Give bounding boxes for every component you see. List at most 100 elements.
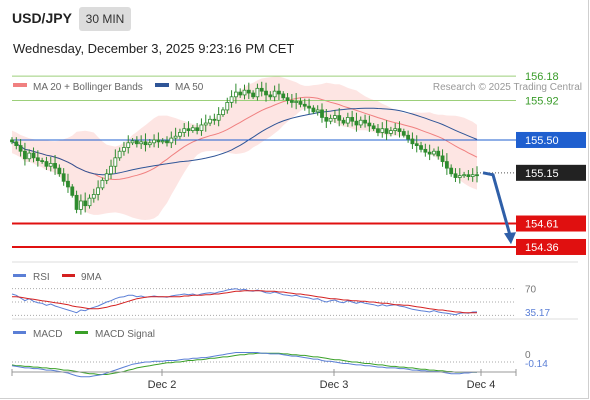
candle-body: [414, 143, 419, 147]
rsi-tick-label: 70: [525, 285, 537, 296]
candle-body: [113, 157, 118, 167]
legend-label-macd: MACD: [33, 329, 62, 340]
candle-body: [363, 119, 367, 124]
candle-body: [470, 174, 475, 177]
resistance-label: 156.18: [525, 71, 559, 83]
candle-body: [475, 174, 479, 177]
candles-group: [10, 81, 479, 215]
legend-label-ma20: MA 20 + Bollinger Bands: [33, 82, 143, 93]
candle-body: [147, 142, 152, 146]
candle-body: [324, 117, 329, 122]
rsi-ma-line: [12, 290, 477, 314]
candle-body: [182, 128, 187, 133]
candle-body: [134, 140, 139, 145]
candle-body: [337, 115, 342, 121]
candle-body: [453, 173, 458, 178]
candle-body: [57, 167, 62, 175]
candle-body: [401, 131, 406, 136]
candle-body: [289, 100, 294, 103]
legend-swatch-ma50: [155, 83, 169, 87]
legend-swatch-ma20: [13, 83, 27, 87]
pivot-label: 155.50: [525, 135, 559, 147]
macd-line: [11, 352, 477, 378]
candle-body: [44, 161, 49, 167]
candle-body: [233, 91, 238, 98]
candle-body: [457, 175, 462, 178]
candle-body: [40, 160, 45, 163]
macd-signal-line: [11, 352, 477, 375]
candle-body: [66, 180, 70, 188]
candle-body: [466, 174, 471, 177]
candle-body: [199, 124, 204, 131]
candle-body: [104, 173, 109, 181]
candle-body: [203, 122, 208, 126]
candle-body: [311, 107, 316, 113]
candle-body: [277, 90, 281, 95]
macd-last-value: -0.14: [525, 359, 548, 370]
candle-body: [246, 89, 251, 94]
candle-body: [358, 119, 363, 126]
support-label-box: [516, 238, 586, 255]
candle-body: [432, 150, 436, 155]
candle-body: [462, 174, 466, 177]
candle-body: [376, 128, 380, 133]
candle-body: [139, 141, 144, 145]
legend-label-macd-signal: MACD Signal: [95, 329, 155, 340]
candle-body: [436, 150, 441, 157]
candle-body: [423, 148, 428, 153]
current-price-box: [516, 164, 586, 181]
candle-body: [281, 93, 286, 99]
candle-body: [221, 109, 225, 116]
candle-body: [354, 120, 359, 126]
symbol-title: USD/JPY: [12, 10, 72, 26]
candle-body: [35, 157, 40, 162]
candle-body: [268, 94, 273, 98]
candle-body: [410, 138, 415, 145]
candle-body: [78, 200, 83, 210]
legend-swatch-rsi: [13, 274, 26, 277]
candle-body: [345, 117, 350, 124]
candle-body: [225, 102, 230, 111]
candle-body: [371, 125, 376, 130]
candle-body: [302, 103, 307, 107]
legend-swatch-macd: [13, 331, 26, 334]
candle-body: [152, 139, 156, 144]
candle-body: [212, 118, 217, 121]
candle-body: [255, 87, 260, 98]
datetime-label: Wednesday, December 3, 2025 9:23:16 PM C…: [13, 41, 295, 56]
legend-label-ma50: MA 50: [175, 82, 204, 93]
candle-body: [48, 163, 53, 167]
candle-body: [320, 109, 324, 118]
candle-body: [229, 96, 234, 103]
candle-body: [315, 109, 320, 113]
candle-body: [156, 139, 161, 143]
candle-body: [109, 165, 113, 175]
candle-body: [130, 140, 135, 144]
candle-body: [14, 141, 19, 147]
legend-swatch-macd-signal: [75, 331, 88, 334]
candle-body: [186, 128, 191, 131]
candle-body: [87, 197, 92, 207]
x-axis-label: Dec 2: [148, 379, 177, 391]
timeframe-badge[interactable]: 30 MIN: [79, 7, 131, 31]
candle-body: [160, 140, 165, 143]
pivot-label-box: [516, 131, 586, 148]
x-axis-label: Dec 3: [320, 379, 349, 391]
macd-tick-label: 0: [525, 350, 531, 361]
candle-body: [307, 105, 311, 109]
candle-body: [173, 135, 178, 139]
candle-body: [190, 127, 195, 131]
candle-body: [61, 173, 66, 182]
candle-body: [449, 167, 454, 175]
candle-body: [117, 150, 122, 159]
legend-label-rsi-ma: 9MA: [81, 272, 102, 283]
candle-body: [195, 127, 200, 131]
candle-body: [96, 187, 101, 195]
candle-body: [208, 118, 212, 124]
candle-body: [18, 145, 23, 152]
candle-body: [143, 141, 148, 146]
candle-body: [122, 147, 126, 152]
candle-body: [264, 90, 268, 96]
